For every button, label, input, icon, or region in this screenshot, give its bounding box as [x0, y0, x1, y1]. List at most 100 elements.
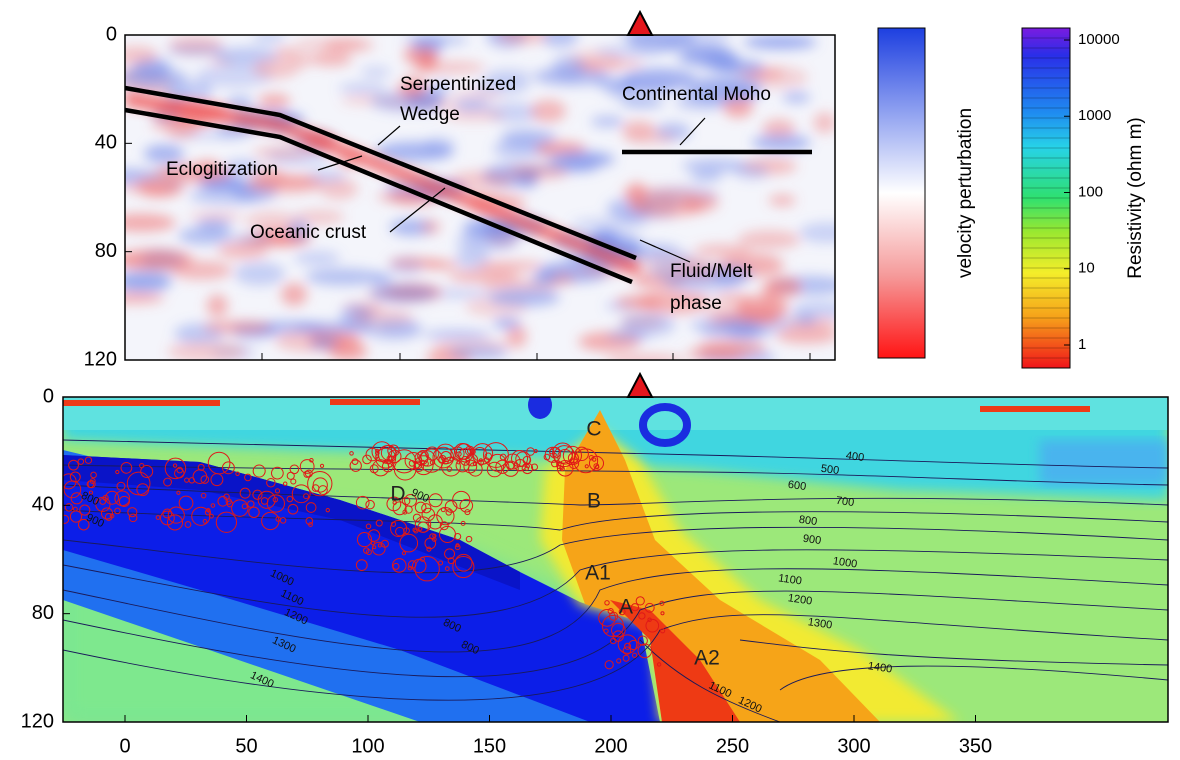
- texture: [274, 48, 298, 58]
- earthquake: [567, 452, 579, 464]
- texture: [798, 222, 835, 244]
- earthquake: [239, 487, 251, 499]
- earthquake: [217, 495, 229, 507]
- earthquake: [660, 628, 666, 634]
- texture: [657, 40, 685, 52]
- texture: [189, 186, 261, 206]
- earthquake: [499, 453, 507, 461]
- texture: [368, 283, 437, 304]
- earthquake: [604, 600, 610, 606]
- earthquake: [127, 507, 138, 518]
- texture: [188, 212, 244, 221]
- texture: [431, 81, 453, 93]
- anomaly-label: A1: [585, 562, 611, 585]
- earthquake: [200, 492, 207, 499]
- texture: [474, 77, 530, 96]
- texture: [320, 178, 358, 200]
- earthquake: [647, 617, 652, 623]
- earthquake: [126, 471, 151, 496]
- earthquake: [202, 519, 208, 524]
- earthquake: [312, 477, 328, 493]
- texture: [422, 329, 492, 340]
- texture: [280, 283, 308, 306]
- texture: [167, 341, 247, 360]
- earthquake: [371, 541, 386, 556]
- earthquake: [478, 459, 485, 466]
- texture: [636, 291, 712, 314]
- earthquake: [349, 451, 354, 456]
- earthquake: [84, 456, 93, 464]
- earthquake: [622, 646, 632, 655]
- earthquake: [432, 533, 437, 538]
- earthquake: [592, 457, 597, 462]
- texture: [595, 46, 663, 58]
- texture: [417, 48, 438, 72]
- earthquake: [495, 459, 510, 474]
- earthquake: [200, 475, 210, 484]
- earthquake: [616, 658, 622, 664]
- earthquake: [120, 461, 133, 474]
- texture: [746, 66, 809, 89]
- earthquake: [287, 503, 299, 515]
- earthquake: [114, 490, 131, 507]
- earthquake: [428, 493, 443, 508]
- earthquake: [390, 520, 408, 538]
- earthquake: [402, 509, 408, 515]
- earthquake: [533, 448, 538, 454]
- earthquake: [447, 557, 455, 565]
- earthquake: [116, 481, 126, 491]
- earthquake: [603, 628, 609, 634]
- earthquake: [414, 451, 429, 466]
- texture: [396, 83, 429, 97]
- x-tick-label: 300: [837, 735, 870, 757]
- earthquake: [438, 560, 444, 566]
- anomaly-label: B: [587, 490, 601, 513]
- texture: [309, 51, 352, 67]
- texture: [202, 320, 272, 334]
- earthquake: [392, 500, 397, 505]
- earthquake: [454, 532, 462, 541]
- earthquake: [403, 527, 410, 535]
- texture: [689, 317, 763, 332]
- texture: [388, 258, 443, 268]
- earthquake: [140, 465, 154, 478]
- earthquake: [241, 503, 248, 510]
- x-tick-label: 100: [351, 735, 384, 757]
- annotation: Oceanic crust: [250, 222, 367, 243]
- texture: [737, 230, 801, 250]
- annotation: Eclogitization: [166, 159, 278, 180]
- earthquake: [463, 459, 478, 474]
- earthquake: [456, 460, 461, 465]
- earthquake: [375, 519, 383, 527]
- earthquake: [374, 450, 380, 456]
- earthquake: [637, 635, 648, 646]
- earthquake: [386, 496, 402, 512]
- earthquake: [114, 507, 121, 515]
- earthquake: [223, 493, 230, 500]
- earthquake: [598, 609, 616, 627]
- texture: [463, 217, 516, 237]
- contour-label: 1100: [777, 572, 802, 587]
- contour-label: 500: [820, 463, 840, 477]
- earthquake: [524, 466, 530, 471]
- earthquake: [355, 559, 368, 572]
- y-tick-label: 80: [95, 240, 117, 262]
- annotation: Serpentinized: [400, 74, 516, 95]
- texture: [245, 175, 325, 194]
- texture: [224, 159, 262, 174]
- texture: [552, 54, 586, 78]
- earthquake: [644, 602, 655, 613]
- resistivity-image: [63, 397, 1168, 722]
- texture: [422, 136, 456, 155]
- earthquake: [77, 458, 85, 465]
- texture: [178, 226, 232, 245]
- earthquake: [362, 454, 372, 465]
- y-tick-label: 120: [21, 710, 54, 732]
- texture: [623, 129, 676, 146]
- contour-label: 1000: [832, 555, 858, 570]
- texture: [181, 79, 214, 102]
- earthquake: [472, 462, 477, 467]
- y-tick-label: 40: [32, 494, 54, 516]
- texture: [686, 346, 746, 360]
- earthquake: [392, 562, 400, 570]
